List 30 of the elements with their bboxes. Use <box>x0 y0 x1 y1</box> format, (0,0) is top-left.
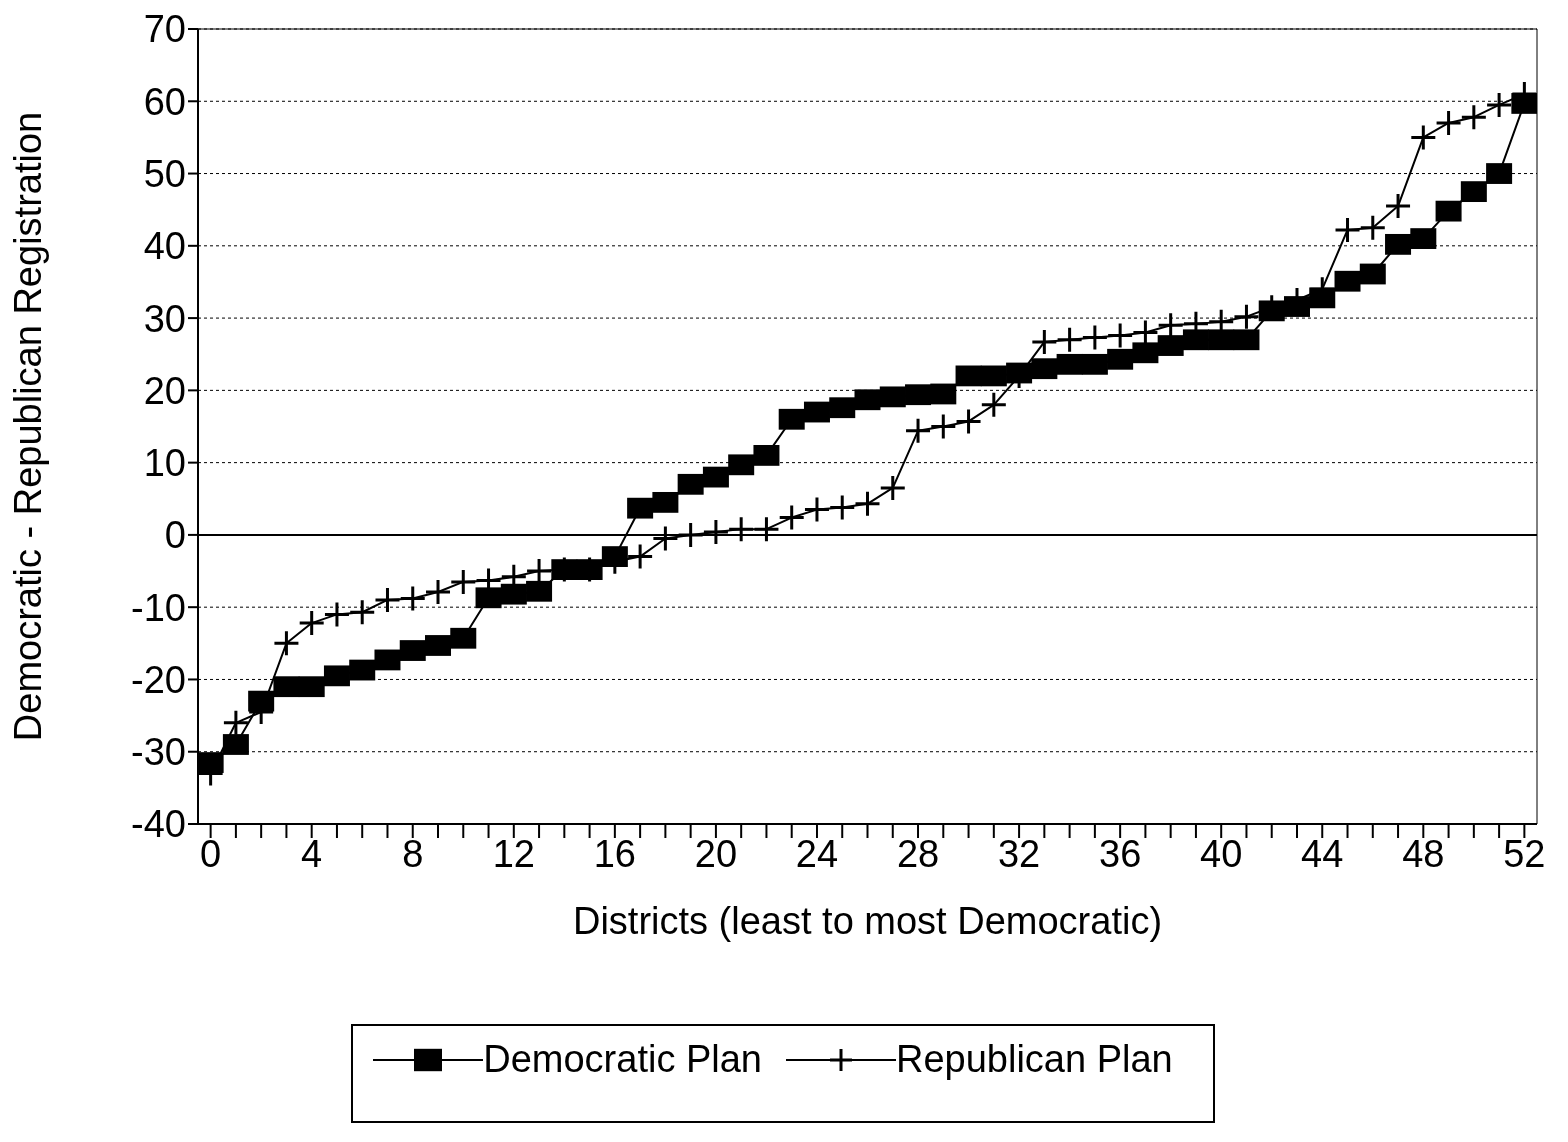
y-tick-label: 50 <box>143 153 186 196</box>
legend-label: Republican Plan <box>896 1038 1173 1081</box>
y-tick-label: 20 <box>143 369 186 412</box>
x-axis-title: Districts (least to most Democratic) <box>572 900 1163 942</box>
y-tick-label: -30 <box>131 731 186 774</box>
y-tick-label: -20 <box>131 658 186 701</box>
x-tick-label: 32 <box>997 832 1041 875</box>
x-tick-label: 12 <box>492 832 535 875</box>
x-tick-label: 0 <box>200 832 222 875</box>
x-tick-label: 16 <box>593 832 636 875</box>
y-tick-label: -10 <box>131 586 186 629</box>
y-axis-title: Democratic - Republican Registration <box>7 111 50 742</box>
y-tick-label: 70 <box>143 8 186 51</box>
y-tick-label: 0 <box>164 514 186 557</box>
y-tick-label: 10 <box>143 442 186 485</box>
x-tick-label: 20 <box>694 832 738 875</box>
x-tick-label: 48 <box>1402 832 1445 875</box>
y-tick-label: 30 <box>143 297 186 340</box>
x-tick-label: 24 <box>795 832 839 875</box>
x-tick-label: 4 <box>301 832 323 875</box>
x-tick-label: 40 <box>1200 832 1243 875</box>
y-tick-label: -40 <box>131 803 186 846</box>
x-tick-label: 28 <box>896 832 940 875</box>
y-tick-label: 40 <box>143 225 186 268</box>
x-tick-label: 8 <box>402 832 424 875</box>
legend-label: Democratic Plan <box>483 1038 762 1081</box>
x-tick-label: 36 <box>1099 832 1142 875</box>
y-tick-label: 60 <box>143 80 186 123</box>
x-tick-label: 52 <box>1503 832 1546 875</box>
x-tick-label: 44 <box>1301 832 1344 875</box>
